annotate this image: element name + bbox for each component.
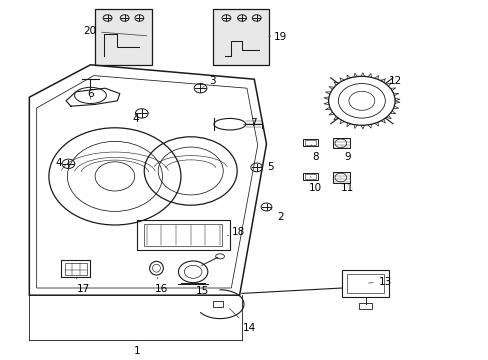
Bar xyxy=(303,139,317,146)
Text: 1: 1 xyxy=(133,340,140,356)
Bar xyxy=(346,274,383,293)
Bar xyxy=(359,303,371,309)
Bar xyxy=(332,172,349,183)
Bar xyxy=(212,301,223,307)
Text: 6: 6 xyxy=(87,89,94,99)
Text: 13: 13 xyxy=(368,276,391,287)
Text: 17: 17 xyxy=(76,277,90,294)
Text: 11: 11 xyxy=(340,177,353,193)
Bar xyxy=(304,140,316,145)
Bar xyxy=(95,9,151,65)
Text: 8: 8 xyxy=(311,145,318,162)
Text: 2: 2 xyxy=(269,208,283,222)
Text: 10: 10 xyxy=(308,176,321,193)
Text: 9: 9 xyxy=(341,146,350,162)
Bar xyxy=(303,173,317,180)
Bar xyxy=(64,263,87,275)
Bar xyxy=(342,270,388,297)
Bar xyxy=(144,224,222,246)
Text: 7: 7 xyxy=(243,118,256,128)
Bar xyxy=(137,220,229,250)
Text: 19: 19 xyxy=(268,32,286,42)
Text: 4: 4 xyxy=(132,113,142,124)
Text: 20: 20 xyxy=(83,26,146,36)
Bar xyxy=(304,174,316,179)
Bar xyxy=(212,9,268,65)
Text: 16: 16 xyxy=(154,277,168,294)
Text: 5: 5 xyxy=(260,162,273,172)
Text: 15: 15 xyxy=(193,283,209,296)
Text: 14: 14 xyxy=(229,309,256,333)
Text: 3: 3 xyxy=(202,76,216,87)
Text: 18: 18 xyxy=(227,227,244,237)
Bar xyxy=(332,138,349,148)
Text: 4: 4 xyxy=(55,158,69,168)
Bar xyxy=(61,260,90,277)
Text: 12: 12 xyxy=(380,76,401,86)
